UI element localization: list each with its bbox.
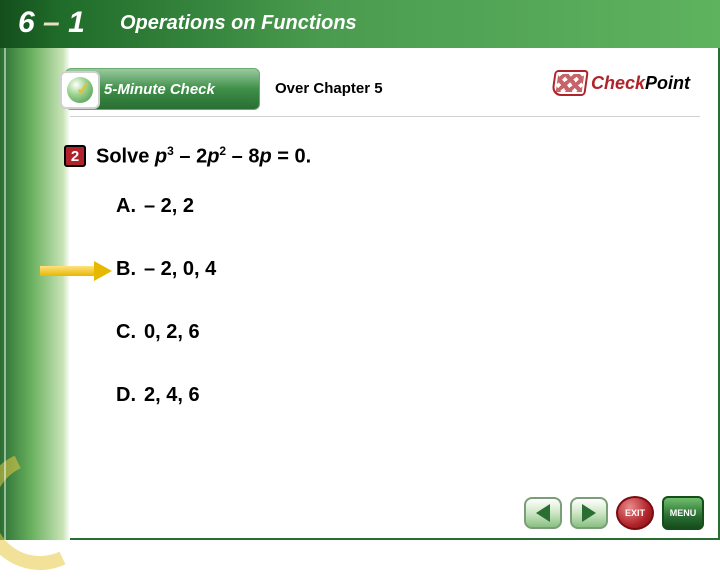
checkpoint-logo: CheckPoint xyxy=(553,70,690,96)
checkpoint-flag-icon xyxy=(551,70,589,96)
answers-block: A.– 2, 2 B.– 2, 0, 4 C.0, 2, 6 D.2, 4, 6 xyxy=(116,195,216,447)
arrow-right-icon xyxy=(582,504,596,522)
answer-a-text: – 2, 2 xyxy=(144,195,194,217)
checkpoint-text-part1: Check xyxy=(591,73,645,93)
answer-c-letter: C. xyxy=(116,321,144,344)
correct-answer-arrow-icon xyxy=(40,262,112,280)
question-number-badge: 2 xyxy=(64,145,86,167)
answer-c-text: 0, 2, 6 xyxy=(144,321,200,343)
five-minute-check-label: 5-Minute Check xyxy=(104,81,215,98)
answer-a-letter: A. xyxy=(116,195,144,218)
side-gradient xyxy=(0,48,70,540)
answer-c[interactable]: C.0, 2, 6 xyxy=(116,321,216,344)
q-exp1: 3 xyxy=(167,144,174,158)
lesson-number-dash: – xyxy=(43,6,60,39)
arrow-left-icon xyxy=(536,504,550,522)
checkpoint-text-part2: Point xyxy=(645,73,690,93)
lesson-number-a: 6 xyxy=(18,6,35,39)
five-minute-check-box: ✓ 5-Minute Check xyxy=(65,68,260,110)
bottom-nav: EXIT MENU xyxy=(524,496,704,530)
menu-button[interactable]: MENU xyxy=(662,496,704,530)
answer-a[interactable]: A.– 2, 2 xyxy=(116,195,216,218)
header-bar: 6 – 1 Operations on Functions xyxy=(0,0,720,48)
checkpoint-text: CheckPoint xyxy=(591,73,690,94)
answer-b-letter: B. xyxy=(116,258,144,281)
divider-line xyxy=(70,116,700,117)
prev-button[interactable] xyxy=(524,497,562,529)
next-button[interactable] xyxy=(570,497,608,529)
q-var2: p xyxy=(207,146,219,168)
answer-b[interactable]: B.– 2, 0, 4 xyxy=(116,258,216,281)
question-text: Solve p3 – 2p2 – 8p = 0. xyxy=(96,144,311,169)
q-var3: p xyxy=(259,146,271,168)
q-var1: p xyxy=(155,146,167,168)
answer-b-text: – 2, 0, 4 xyxy=(144,258,216,280)
check-badge-icon: ✓ xyxy=(60,71,100,109)
q-suffix: = 0. xyxy=(272,146,311,168)
lesson-number-b: 1 xyxy=(68,6,85,39)
answer-d-text: 2, 4, 6 xyxy=(144,384,200,406)
answer-d[interactable]: D.2, 4, 6 xyxy=(116,384,216,407)
answer-d-letter: D. xyxy=(116,384,144,407)
q-prefix: Solve xyxy=(96,146,155,168)
lesson-title: Operations on Functions xyxy=(120,12,357,35)
q-mid2: – 8 xyxy=(226,146,259,168)
over-chapter-text: Over Chapter 5 xyxy=(275,80,383,97)
exit-button[interactable]: EXIT xyxy=(616,496,654,530)
lesson-number: 6 – 1 xyxy=(18,6,85,40)
q-mid1: – 2 xyxy=(174,146,207,168)
